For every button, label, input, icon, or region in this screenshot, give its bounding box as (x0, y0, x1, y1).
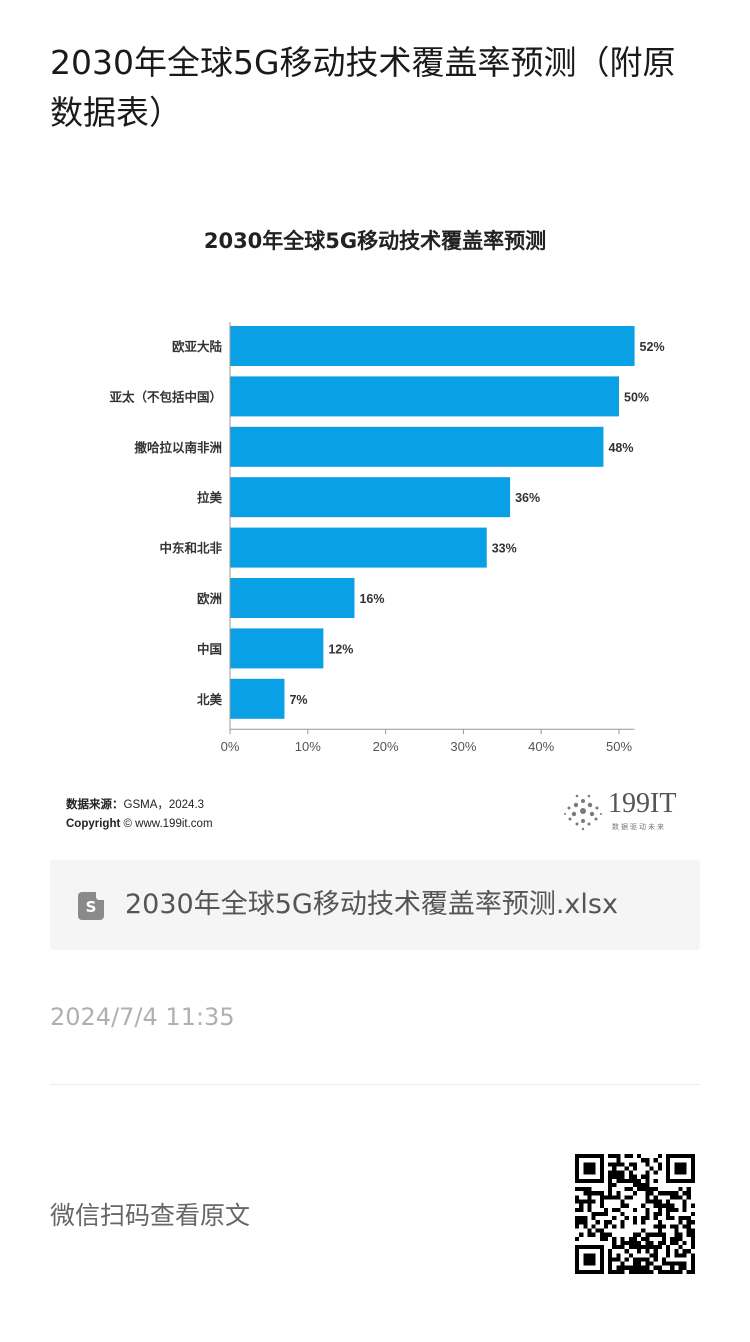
x-tick-label: 0% (221, 739, 240, 754)
bar-6 (230, 578, 355, 618)
logo-tagline: 数据驱动未来 (612, 823, 666, 831)
copyright-label: Copyright (66, 818, 121, 830)
copyright-value: © www.199it.com (123, 818, 213, 830)
data-label: 52% (640, 340, 665, 354)
file-name: 2030年全球5G移动技术覆盖率预测.xlsx (125, 889, 618, 920)
data-label: 12% (328, 642, 353, 656)
199it-logo: 199IT 数据驱动未来 (560, 788, 690, 836)
qr-code-icon[interactable] (575, 1154, 695, 1274)
divider (50, 1084, 700, 1085)
data-label: 16% (359, 592, 384, 606)
bar-5 (230, 527, 487, 568)
data-label: 36% (515, 491, 540, 505)
x-tick-label: 50% (606, 739, 632, 754)
data-label: 33% (492, 542, 517, 556)
category-label: 北美 (197, 692, 223, 707)
data-label: 50% (624, 390, 649, 404)
data-label: 48% (608, 441, 633, 455)
bar-4 (230, 477, 511, 518)
bar-chart: 2030年全球5G移动技术覆盖率预测 欧亚大陆 52% 亚太（不包括中国） 50% 撒哈… (109, 229, 665, 754)
x-tick-label: 20% (373, 739, 399, 754)
page-title: 2030年全球5G移动技术覆盖率预测（附原数据表） (50, 43, 676, 132)
source-value: GSMA，2024.3 (123, 799, 205, 811)
file-icon-letter: S (85, 898, 97, 916)
scan-to-view-label: 微信扫码查看原文 (50, 1201, 251, 1230)
x-tick-label: 30% (450, 739, 476, 754)
x-tick-label: 40% (528, 739, 554, 754)
bar-2 (230, 376, 619, 417)
category-label: 亚太（不包括中国） (109, 389, 222, 404)
bar-1 (230, 326, 635, 366)
chart-title: 2030年全球5G移动技术覆盖率预测 (204, 229, 546, 253)
attachment-file-card[interactable]: S 2030年全球5G移动技术覆盖率预测.xlsx (50, 860, 700, 950)
category-label: 欧亚大陆 (172, 339, 223, 354)
data-label: 7% (289, 693, 307, 707)
category-label: 撒哈拉以南非洲 (134, 440, 222, 455)
chart-image: 2030年全球5G移动技术覆盖率预测 欧亚大陆 52% 亚太（不包括中国） 50% 撒哈… (50, 200, 700, 850)
bar-7 (230, 628, 324, 669)
category-label: 中国 (197, 641, 222, 656)
category-label: 拉美 (197, 490, 223, 505)
source-label: 数据来源： (66, 799, 124, 811)
logo-dots-icon (564, 794, 602, 831)
logo-text: 199IT (608, 788, 677, 819)
bar-8 (230, 678, 285, 719)
bar-3 (230, 426, 604, 467)
source-note: 数据来源：GSMA，2024.3 Copyright © www.199it.c… (66, 796, 213, 834)
category-label: 欧洲 (197, 591, 222, 606)
category-label: 中东和北非 (159, 541, 222, 556)
timestamp: 2024/7/4 11:35 (50, 1003, 235, 1031)
spreadsheet-icon: S (78, 892, 104, 920)
x-tick-label: 10% (295, 739, 321, 754)
